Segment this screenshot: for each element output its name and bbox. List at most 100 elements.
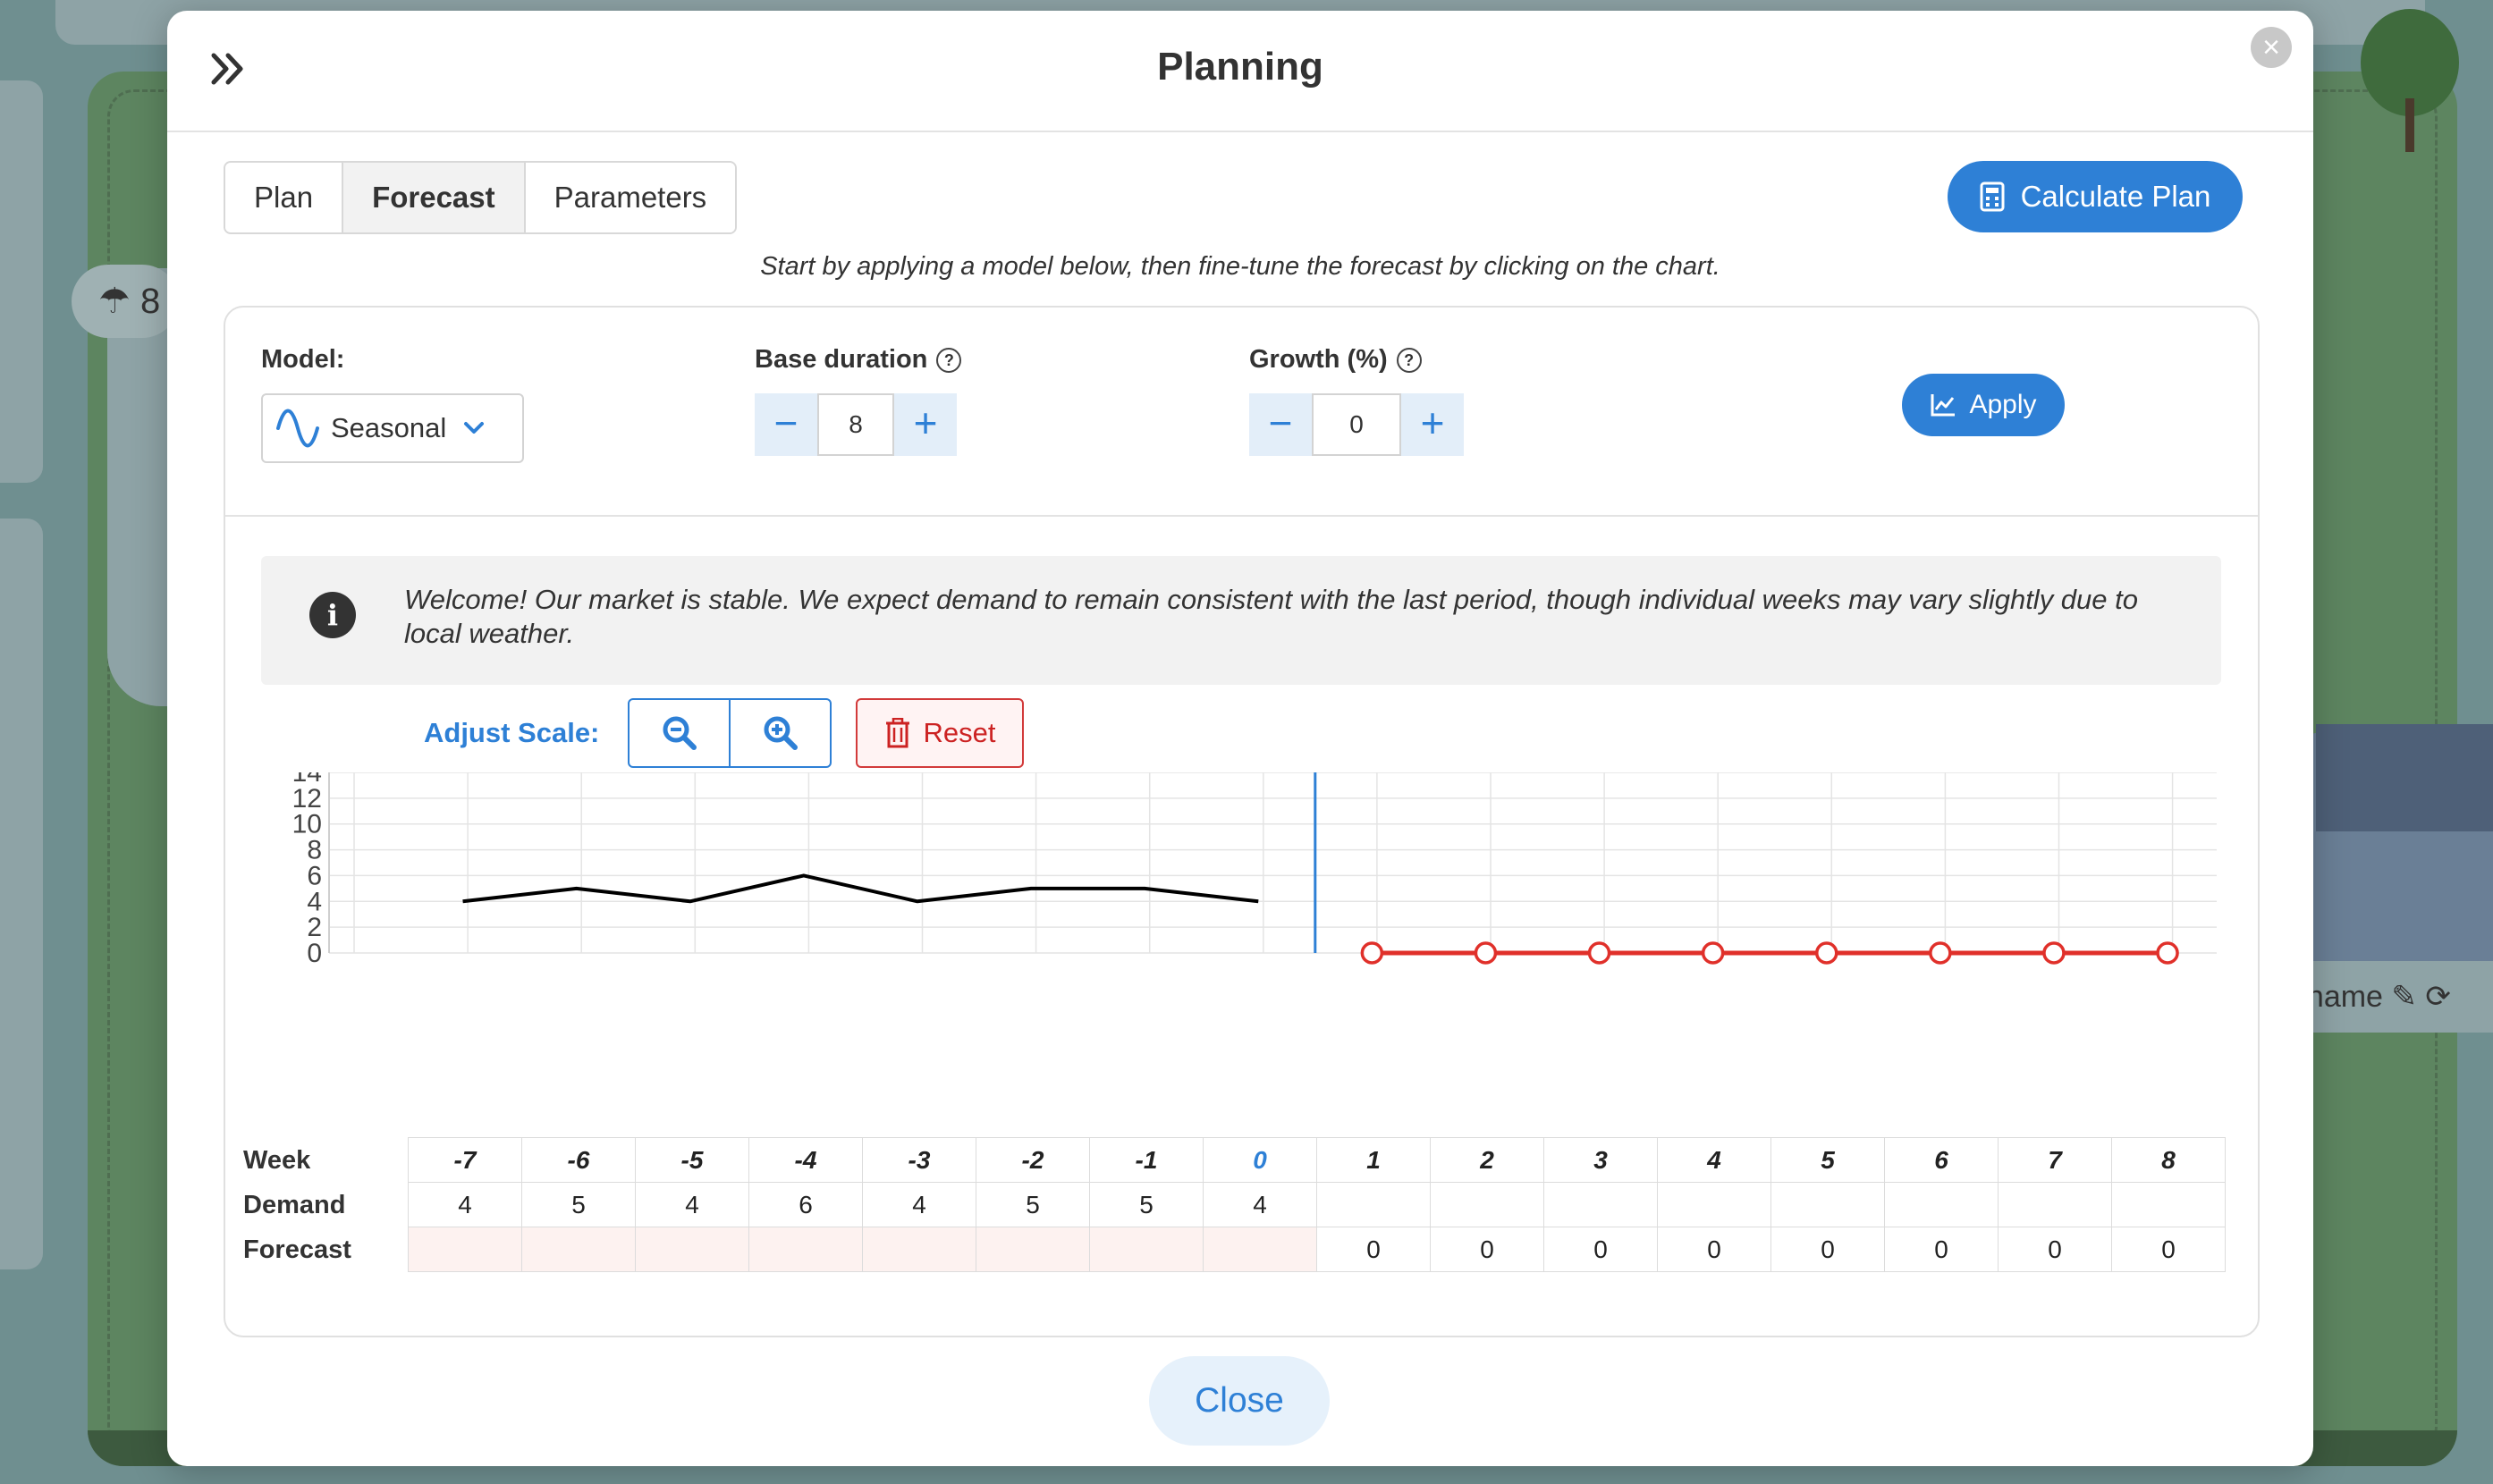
forecast-cell	[635, 1227, 749, 1272]
forecast-cell[interactable]: 0	[2111, 1227, 2226, 1272]
demand-cell	[1430, 1182, 1544, 1227]
help-icon[interactable]: ?	[936, 347, 962, 373]
demand-cell: 5	[976, 1182, 1090, 1227]
forecast-cell[interactable]: 0	[1430, 1227, 1544, 1272]
zoom-out-icon	[663, 716, 697, 750]
demand-cell	[1316, 1182, 1431, 1227]
weeks-cell: -5	[635, 1137, 749, 1183]
info-icon: i	[309, 592, 356, 638]
weeks-cell: 6	[1884, 1137, 1999, 1183]
background-left-panel-lower	[0, 519, 43, 1269]
growth-label: Growth (%) ?	[1249, 345, 1422, 375]
forecast-cell	[976, 1227, 1090, 1272]
demand-cell: 6	[748, 1182, 863, 1227]
warehouse-roof	[2316, 724, 2493, 831]
forecast-cell	[1203, 1227, 1317, 1272]
forecast-cell	[748, 1227, 863, 1272]
trash-icon	[885, 718, 909, 748]
weeks-cell: -4	[748, 1137, 863, 1183]
help-icon[interactable]: ?	[1396, 347, 1422, 373]
forecast-cell[interactable]: 0	[1998, 1227, 2112, 1272]
forecast-cell	[408, 1227, 522, 1272]
base-duration-label: Base duration ?	[755, 345, 962, 375]
forecast-point	[2042, 941, 2066, 965]
forecast-point	[1815, 941, 1838, 965]
tab-forecast[interactable]: Forecast	[343, 163, 526, 232]
increment-button[interactable]: +	[1401, 393, 1464, 456]
reset-button[interactable]: Reset	[856, 698, 1024, 768]
apply-label: Apply	[1969, 390, 2037, 419]
demand-cell: 4	[635, 1182, 749, 1227]
demand-cell	[2111, 1182, 2226, 1227]
calculator-icon	[1980, 181, 2005, 212]
forecast-cell[interactable]: 0	[1884, 1227, 1999, 1272]
y-tick-label: 0	[307, 939, 322, 968]
double-chevron-right-icon[interactable]	[208, 46, 253, 91]
sine-wave-icon	[276, 409, 319, 448]
model-label-text: Model:	[261, 345, 345, 374]
weeks-cell: -6	[521, 1137, 636, 1183]
decrement-button[interactable]: −	[1249, 393, 1312, 456]
y-tick-label: 4	[307, 887, 322, 916]
row-label-week: Week	[243, 1146, 311, 1175]
forecast-card: Model: Seasonal Base duration ? − 8 + Gr…	[224, 306, 2260, 1337]
weeks-cell: 8	[2111, 1137, 2226, 1183]
row-label-forecast: Forecast	[243, 1235, 351, 1264]
forecast-cell[interactable]: 0	[1543, 1227, 1658, 1272]
increment-button[interactable]: +	[894, 393, 957, 456]
forecast-cell	[862, 1227, 976, 1272]
close-button[interactable]: Close	[1149, 1356, 1330, 1446]
y-tick-label: 2	[307, 913, 322, 942]
tab-plan[interactable]: Plan	[225, 163, 344, 232]
line-chart-icon	[1931, 394, 1956, 417]
demand-cell: 4	[1203, 1182, 1317, 1227]
zoom-in-button[interactable]	[731, 700, 830, 766]
weeks-cell: -3	[862, 1137, 976, 1183]
row-label-demand: Demand	[243, 1191, 346, 1219]
y-tick-label: 8	[307, 836, 322, 865]
zoom-out-button[interactable]	[630, 700, 731, 766]
background-left-panel	[0, 80, 43, 483]
weeks-cell: -7	[408, 1137, 522, 1183]
model-selected-value: Seasonal	[331, 412, 447, 443]
weeks-cell: 2	[1430, 1137, 1544, 1183]
forecast-point	[1701, 941, 1725, 965]
tab-parameters[interactable]: Parameters	[525, 163, 736, 232]
forecast-cell[interactable]: 0	[1316, 1227, 1431, 1272]
weeks-cell: 5	[1770, 1137, 1885, 1183]
demand-cell	[1543, 1182, 1658, 1227]
weeks-cell: 1	[1316, 1137, 1431, 1183]
forecast-cell	[521, 1227, 636, 1272]
decrement-button[interactable]: −	[755, 393, 817, 456]
weeks-cell: 7	[1998, 1137, 2112, 1183]
demand-cell	[1657, 1182, 1771, 1227]
demand-cell: 5	[521, 1182, 636, 1227]
base-duration-input[interactable]: 8	[817, 393, 894, 456]
modal-title: Planning	[1157, 45, 1323, 89]
chevron-down-icon	[464, 422, 485, 434]
weeks-cell: -2	[976, 1137, 1090, 1183]
growth-input[interactable]: 0	[1312, 393, 1401, 456]
demand-cell: 4	[408, 1182, 522, 1227]
demand-line	[462, 873, 1259, 904]
zoom-in-icon	[764, 716, 798, 750]
demand-cell: 4	[862, 1182, 976, 1227]
planning-modal: Planning × Plan Forecast Parameters Calc…	[167, 11, 2313, 1466]
growth-stepper: − 0 +	[1249, 393, 1464, 456]
week-row: -7 -6 -5 -4 -3 -2 -1 0 1 2 3 4 5 6 7 8	[408, 1137, 2226, 1183]
forecast-cell[interactable]: 0	[1657, 1227, 1771, 1272]
forecast-cell[interactable]: 0	[1770, 1227, 1885, 1272]
model-select[interactable]: Seasonal	[261, 393, 524, 463]
weeks-cell: -1	[1089, 1137, 1204, 1183]
close-icon[interactable]: ×	[2251, 27, 2292, 68]
y-tick-label: 6	[307, 861, 322, 890]
forecast-point	[2156, 941, 2179, 965]
base-duration-label-text: Base duration	[755, 345, 928, 374]
apply-button[interactable]: Apply	[1902, 374, 2065, 436]
calculate-plan-button[interactable]: Calculate Plan	[1948, 161, 2243, 232]
weeks-cell: 4	[1657, 1137, 1771, 1183]
